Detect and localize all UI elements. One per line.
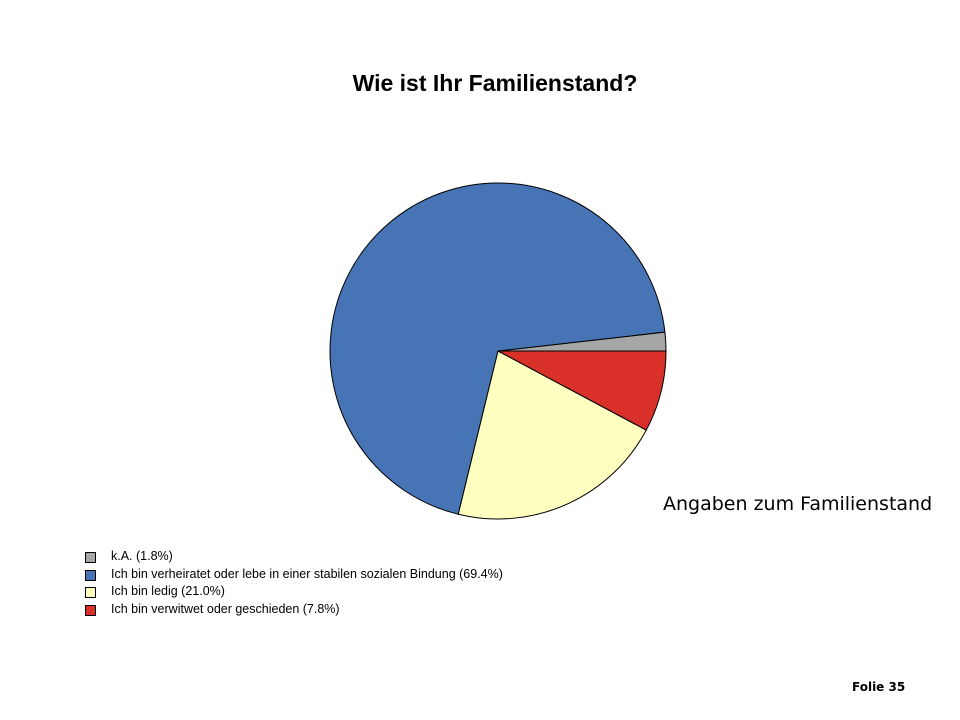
legend-label: Ich bin ledig (21.0%) — [111, 584, 225, 598]
pie-slice — [497, 350, 667, 431]
legend-item: Ich bin verwitwet oder geschieden (7.8%) — [85, 601, 503, 619]
legend-item: k.A. (1.8%) — [85, 548, 503, 566]
chart-title: Wie ist Ihr Familienstand? — [352, 70, 638, 96]
legend-swatch — [85, 552, 96, 564]
chart-subtitle: Angaben zum Familienstand — [663, 493, 933, 515]
pie-slice — [457, 350, 647, 520]
legend-item: Ich bin ledig (21.0%) — [85, 583, 503, 601]
legend-swatch — [85, 604, 96, 616]
legend-item: Ich bin verheiratet oder lebe in einer s… — [85, 566, 503, 584]
legend-label: k.A. (1.8%) — [111, 549, 173, 563]
legend: k.A. (1.8%) Ich bin verheiratet oder lebe… — [85, 548, 503, 618]
legend-label: Ich bin verheiratet oder lebe in einer s… — [111, 566, 503, 581]
legend-label: Ich bin verwitwet oder geschieden (7.8%) — [111, 601, 340, 616]
pie-slice — [329, 182, 666, 515]
legend-swatch — [85, 569, 96, 581]
slide-number: Folie 35 — [852, 680, 906, 694]
legend-swatch — [85, 587, 96, 599]
